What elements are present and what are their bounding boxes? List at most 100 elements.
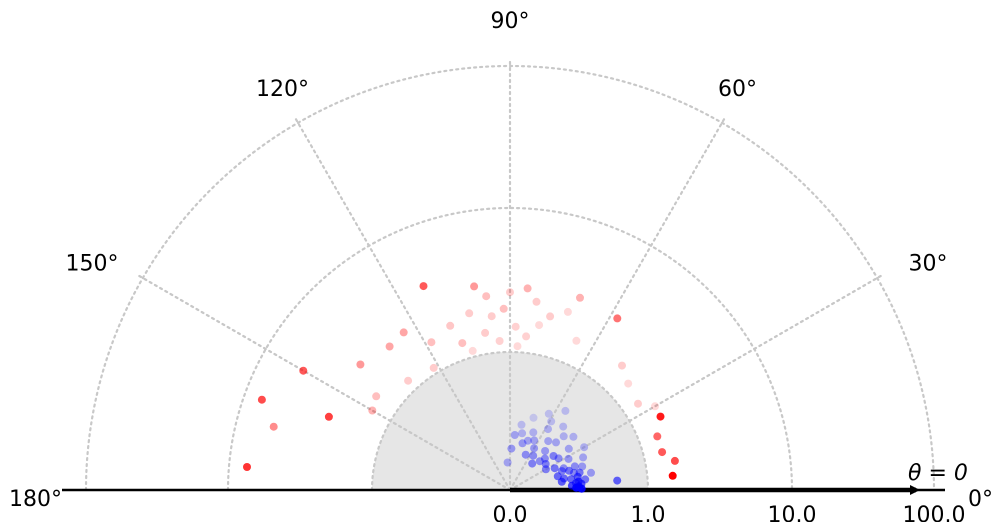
data-point [523, 284, 532, 293]
theta-zero-annotation: θ = 0 [908, 461, 968, 486]
data-point [299, 366, 308, 375]
data-point [553, 472, 562, 481]
grid-spoke [508, 116, 727, 492]
data-point [541, 465, 550, 474]
data-point [535, 457, 544, 466]
data-point [482, 292, 491, 301]
radial-tick-label: 0.0 [493, 503, 528, 522]
angle-tick-label: 0° [968, 487, 993, 512]
data-point [541, 460, 550, 468]
data-point [561, 406, 570, 415]
data-point [530, 444, 539, 453]
data-point [506, 288, 514, 297]
polar-grid [84, 58, 936, 492]
data-point [495, 337, 504, 345]
data-point [419, 282, 428, 291]
data-point [356, 360, 365, 369]
grid-ring [226, 206, 794, 492]
data-point [532, 297, 541, 306]
data-point [429, 363, 438, 372]
data-point [517, 420, 526, 429]
data-point [528, 459, 537, 468]
data-point [487, 312, 496, 321]
grid-spoke [136, 273, 512, 492]
data-point [570, 462, 579, 471]
data-point [587, 468, 595, 477]
data-point [576, 293, 584, 302]
data-point [510, 431, 519, 439]
data-point [651, 402, 659, 411]
grid-spoke [508, 273, 884, 492]
data-point [613, 314, 622, 323]
angle-tick-labels: 0° 30° 60° 90° 120° 150° 180° [9, 9, 993, 512]
data-point [544, 425, 552, 434]
data-point [552, 438, 560, 447]
data-point [541, 447, 550, 455]
radial-tick-labels: 0.0 1.0 10.0 100.0 [493, 503, 966, 522]
data-point [465, 309, 474, 318]
data-point [458, 339, 467, 348]
angle-tick-label: 180° [9, 487, 62, 512]
data-point [529, 451, 538, 460]
data-point [579, 453, 588, 462]
data-point [529, 428, 538, 437]
data-point [653, 432, 662, 441]
data-point [535, 321, 544, 330]
data-point [564, 444, 573, 453]
data-point [578, 462, 587, 471]
data-point [529, 413, 538, 422]
data-point [427, 338, 436, 347]
data-point [372, 392, 381, 401]
grid-ring [84, 64, 936, 492]
data-point [564, 454, 573, 463]
data-point [518, 429, 527, 438]
angle-tick-label: 30° [909, 252, 948, 277]
data-point [668, 471, 677, 480]
data-point [577, 484, 586, 493]
data-point [530, 436, 539, 445]
data-point [563, 307, 572, 316]
data-point [546, 312, 555, 321]
data-point [499, 304, 508, 313]
data-point [573, 472, 582, 481]
data-point [569, 432, 578, 441]
data-point [557, 477, 566, 486]
data-point [523, 436, 532, 445]
data-point [559, 432, 568, 441]
data-point [521, 450, 530, 459]
scatter-points [243, 282, 679, 493]
data-point [550, 464, 559, 473]
data-point [446, 321, 455, 330]
data-point [544, 437, 553, 446]
data-point [544, 409, 553, 418]
data-point [618, 361, 626, 370]
data-point [468, 346, 477, 355]
data-point [559, 422, 568, 431]
angle-tick-label: 120° [256, 77, 309, 102]
data-point [513, 342, 522, 351]
grid-spoke [293, 116, 512, 492]
data-point [613, 476, 622, 485]
data-point [324, 412, 333, 421]
radial-tick-label: 100.0 [903, 503, 966, 522]
data-point [368, 406, 377, 415]
data-point [554, 454, 563, 463]
data-point [399, 328, 408, 337]
data-point [572, 336, 581, 345]
data-point [511, 322, 520, 331]
data-point [385, 342, 394, 351]
data-point [658, 448, 667, 457]
data-point [269, 422, 278, 431]
angle-tick-label: 90° [491, 9, 530, 34]
data-point [481, 328, 490, 337]
data-point [257, 395, 266, 404]
data-point [580, 443, 589, 452]
data-point [503, 458, 512, 467]
data-point [565, 466, 574, 475]
data-point [470, 282, 479, 291]
data-point [540, 454, 549, 463]
data-point [507, 444, 516, 453]
radial-tick-label: 1.0 [631, 503, 666, 522]
data-point [404, 376, 413, 385]
